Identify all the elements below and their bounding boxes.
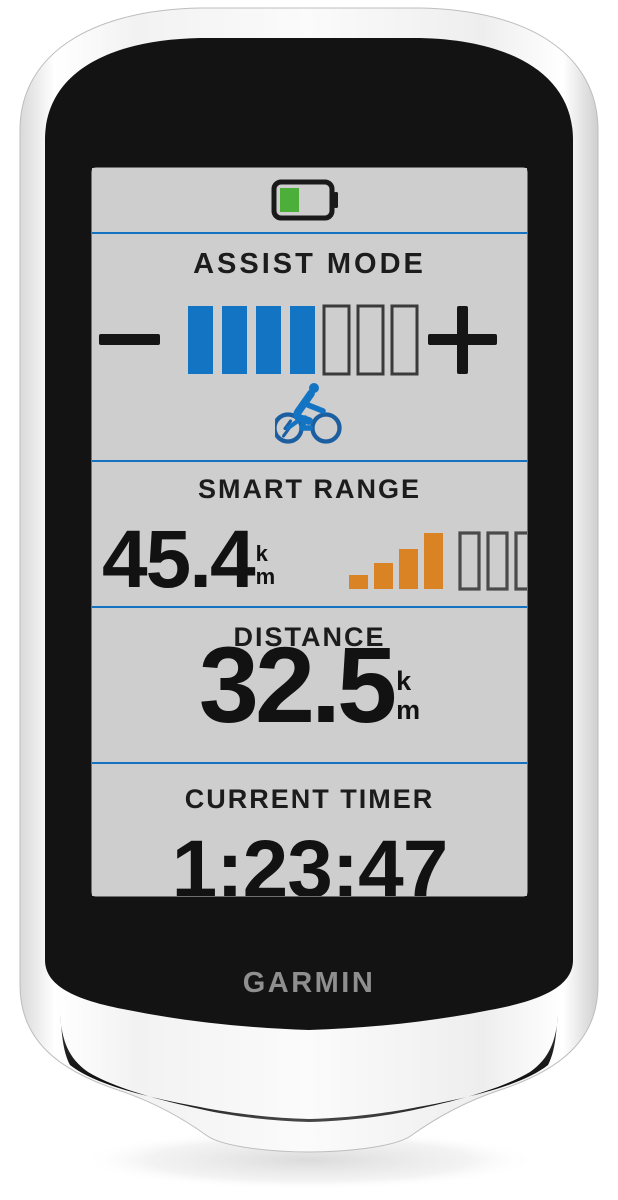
svg-text:GARMIN: GARMIN — [243, 967, 376, 999]
